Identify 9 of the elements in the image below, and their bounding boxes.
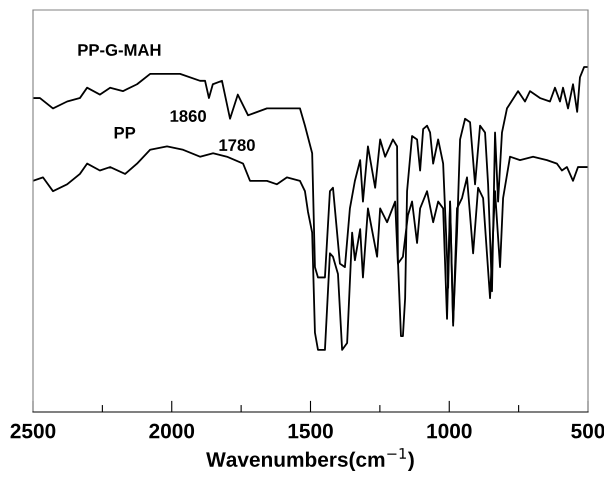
x-axis-title: Wavenumbers(cm$^{−1}$) [206,448,414,472]
x-tick-label: 2500 [10,424,56,438]
x-tick-label: 2000 [149,424,194,438]
series-label: PP [114,127,136,139]
annotation: 1860 [170,110,206,122]
series-label: PP-G-MAH [78,44,160,56]
x-tick-label: 1500 [288,424,333,438]
x-tick-label: 1000 [427,424,472,438]
annotation: 1780 [219,139,255,151]
